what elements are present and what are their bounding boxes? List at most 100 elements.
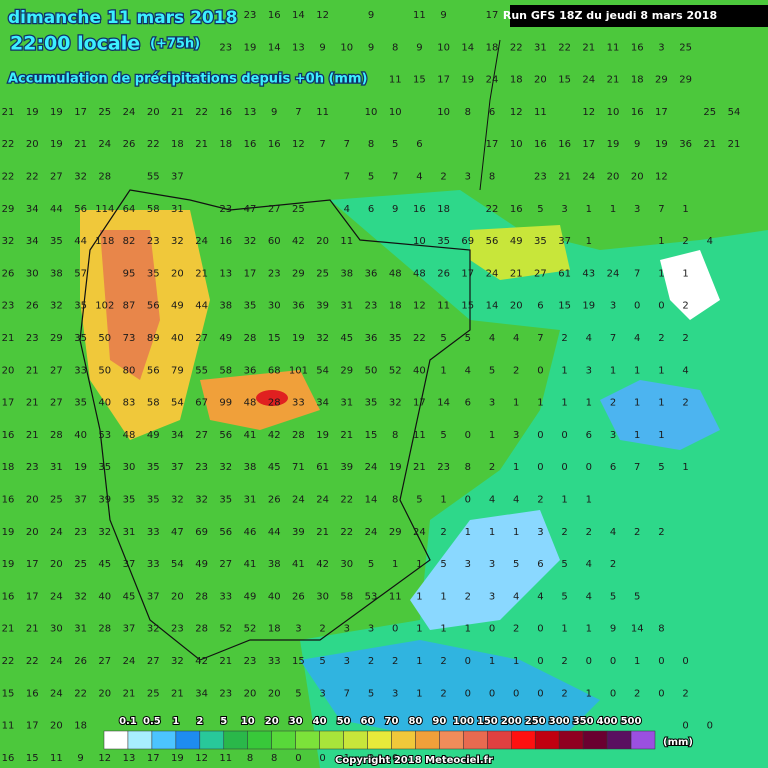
grid-value: 20 bbox=[171, 268, 184, 279]
grid-value: 31 bbox=[244, 495, 257, 506]
grid-value: 32 bbox=[195, 495, 208, 506]
grid-value: 17 bbox=[486, 10, 499, 21]
grid-value: 20 bbox=[147, 107, 160, 118]
grid-value: 1 bbox=[465, 527, 471, 538]
legend-label: 40 bbox=[313, 716, 327, 727]
grid-value: 23 bbox=[244, 10, 257, 21]
grid-value: 23 bbox=[2, 301, 15, 312]
grid-value: 10 bbox=[437, 42, 450, 53]
grid-value: 14 bbox=[437, 398, 450, 409]
grid-value: 34 bbox=[26, 204, 39, 215]
grid-value: 36 bbox=[679, 139, 692, 150]
grid-value: 1 bbox=[489, 527, 495, 538]
rain-free-area bbox=[600, 380, 720, 450]
grid-value: 35 bbox=[74, 301, 87, 312]
grid-value: 26 bbox=[26, 301, 39, 312]
grid-value: 16 bbox=[2, 495, 15, 506]
grid-value: 0 bbox=[707, 721, 713, 732]
grid-value: 21 bbox=[2, 624, 15, 635]
grid-value: 26 bbox=[2, 268, 15, 279]
grid-value: 0 bbox=[295, 753, 301, 764]
grid-value: 8 bbox=[392, 42, 398, 53]
grid-value: 4 bbox=[610, 527, 616, 538]
grid-value: 45 bbox=[268, 462, 281, 473]
grid-value: 35 bbox=[147, 462, 160, 473]
grid-value: 44 bbox=[50, 204, 63, 215]
grid-value: 4 bbox=[416, 172, 422, 183]
grid-value: 89 bbox=[147, 333, 160, 344]
grid-value: 23 bbox=[219, 688, 232, 699]
grid-value: 32 bbox=[2, 236, 15, 247]
grid-value: 10 bbox=[340, 42, 353, 53]
grid-value: 3 bbox=[561, 204, 567, 215]
grid-value: 23 bbox=[26, 462, 39, 473]
grid-value: 1 bbox=[561, 398, 567, 409]
grid-value: 3 bbox=[344, 624, 350, 635]
grid-value: 9 bbox=[77, 753, 83, 764]
grid-value: 17 bbox=[486, 139, 499, 150]
grid-value: 1 bbox=[634, 656, 640, 667]
grid-value: 21 bbox=[195, 268, 208, 279]
grid-value: 28 bbox=[244, 333, 257, 344]
legend-label: 250 bbox=[525, 716, 546, 727]
grid-value: 33 bbox=[147, 527, 160, 538]
grid-value: 30 bbox=[26, 268, 39, 279]
grid-value: 15 bbox=[292, 656, 305, 667]
grid-value: 0 bbox=[537, 624, 543, 635]
grid-value: 20 bbox=[510, 301, 523, 312]
grid-value: 18 bbox=[171, 139, 184, 150]
grid-value: 9 bbox=[368, 10, 374, 21]
grid-value: 0 bbox=[561, 430, 567, 441]
grid-value: 21 bbox=[26, 365, 39, 376]
grid-value: 58 bbox=[219, 365, 232, 376]
grid-value: 0 bbox=[537, 688, 543, 699]
grid-value: 0 bbox=[561, 462, 567, 473]
grid-value: 3 bbox=[392, 688, 398, 699]
grid-value: 49 bbox=[171, 301, 184, 312]
grid-value: 3 bbox=[489, 559, 495, 570]
grid-value: 1 bbox=[416, 591, 422, 602]
grid-value: 2 bbox=[561, 688, 567, 699]
grid-value: 0 bbox=[537, 430, 543, 441]
grid-value: 7 bbox=[537, 333, 543, 344]
grid-value: 34 bbox=[316, 398, 329, 409]
grid-value: 8 bbox=[271, 753, 277, 764]
grid-value: 102 bbox=[95, 301, 114, 312]
grid-value: 27 bbox=[534, 268, 547, 279]
grid-value: 11 bbox=[316, 107, 329, 118]
grid-value: 1 bbox=[489, 656, 495, 667]
grid-value: 37 bbox=[171, 462, 184, 473]
grid-value: 5 bbox=[489, 365, 495, 376]
grid-value: 22 bbox=[195, 107, 208, 118]
grid-value: 10 bbox=[365, 107, 378, 118]
grid-value: 2 bbox=[392, 656, 398, 667]
grid-value: 21 bbox=[2, 107, 15, 118]
grid-value: 20 bbox=[26, 495, 39, 506]
grid-value: 28 bbox=[98, 172, 111, 183]
grid-value: 31 bbox=[340, 398, 353, 409]
grid-value: 19 bbox=[50, 107, 63, 118]
grid-value: 2 bbox=[440, 172, 446, 183]
grid-value: 22 bbox=[26, 172, 39, 183]
grid-value: 4 bbox=[586, 559, 592, 570]
grid-value: 69 bbox=[195, 527, 208, 538]
grid-value: 0 bbox=[465, 495, 471, 506]
grid-value: 32 bbox=[74, 172, 87, 183]
grid-value: 80 bbox=[123, 365, 136, 376]
grid-value: 31 bbox=[340, 301, 353, 312]
grid-value: 19 bbox=[292, 333, 305, 344]
grid-value: 39 bbox=[98, 495, 111, 506]
grid-value: 17 bbox=[582, 139, 595, 150]
grid-value: 1 bbox=[586, 624, 592, 635]
grid-value: 6 bbox=[610, 462, 616, 473]
grid-value: 2 bbox=[561, 333, 567, 344]
grid-value: 19 bbox=[655, 139, 668, 150]
grid-value: 0 bbox=[586, 656, 592, 667]
grid-value: 24 bbox=[413, 527, 426, 538]
grid-value: 58 bbox=[147, 398, 160, 409]
legend-swatch bbox=[630, 730, 656, 750]
grid-value: 35 bbox=[98, 462, 111, 473]
grid-value: 0 bbox=[682, 656, 688, 667]
grid-value: 15 bbox=[558, 75, 571, 86]
grid-value: 5 bbox=[537, 204, 543, 215]
